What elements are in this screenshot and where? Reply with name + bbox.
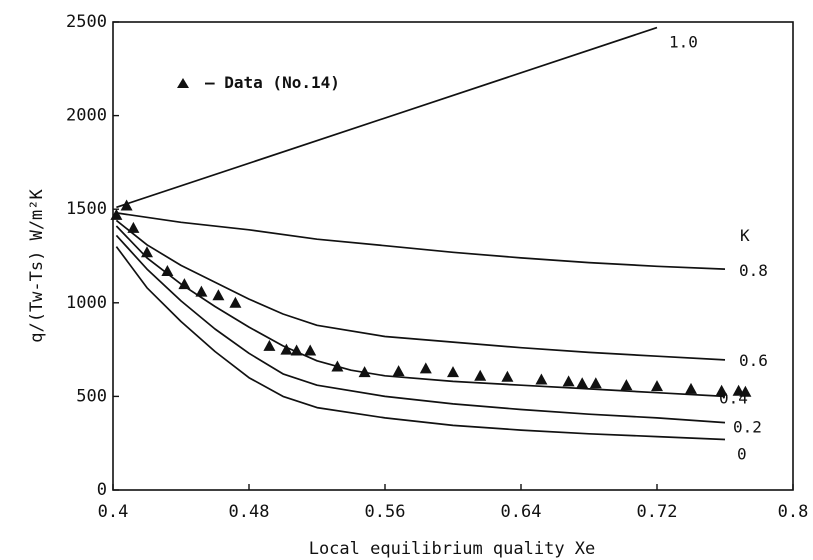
curve-label-k-0-2: 0.2 bbox=[733, 418, 762, 437]
x-tick-label: 0.8 bbox=[778, 502, 809, 522]
legend: – Data (No.14) bbox=[177, 73, 340, 92]
y-tick-label: 1000 bbox=[66, 293, 107, 313]
data-point bbox=[127, 221, 140, 233]
curve-label-k-1-0: 1.0 bbox=[669, 33, 698, 52]
data-point bbox=[620, 379, 633, 391]
data-point bbox=[229, 296, 242, 308]
data-point bbox=[110, 208, 123, 220]
curve-k-0-6 bbox=[115, 219, 726, 361]
curve-k-0-4 bbox=[115, 225, 726, 398]
data-point bbox=[501, 370, 514, 382]
data-point bbox=[535, 373, 548, 385]
curve-k-0-8 bbox=[116, 212, 726, 270]
y-tick-label: 500 bbox=[76, 386, 107, 406]
x-tick-label: 0.72 bbox=[637, 502, 678, 522]
data-point bbox=[178, 278, 191, 290]
x-tick-label: 0.4 bbox=[98, 502, 129, 522]
plot-frame bbox=[112, 21, 794, 491]
plot-area bbox=[112, 21, 794, 491]
axes: 0.4 0.48 0.56 0.64 0.72 0.8 0 500 1000 1500 2000 25… bbox=[66, 12, 808, 522]
curve-k-0-2 bbox=[115, 234, 726, 424]
data-point bbox=[474, 369, 487, 381]
curve-label-k-0-8: 0.8 bbox=[739, 261, 768, 280]
data-point bbox=[685, 382, 697, 394]
data-point bbox=[392, 365, 405, 377]
curve-k-0 bbox=[115, 246, 726, 441]
y-tick-label: 2000 bbox=[66, 106, 107, 126]
legend-triangle-marker bbox=[177, 78, 189, 88]
y-tick-label: 2500 bbox=[66, 12, 107, 32]
y-tick-label: 1500 bbox=[66, 199, 107, 219]
data-point bbox=[263, 339, 276, 351]
x-tick-label: 0.48 bbox=[229, 502, 270, 522]
y-axis-title: q/(Tw-Ts) W/m²K bbox=[27, 188, 47, 342]
curve-group-label: K bbox=[740, 226, 750, 245]
x-axis-title: Local equilibrium quality Xe bbox=[309, 539, 596, 559]
data-point bbox=[447, 366, 459, 378]
curves: 1.00.80.60.40.20 bbox=[115, 26, 768, 463]
curve-label-k-0-6: 0.6 bbox=[739, 351, 768, 370]
data-point bbox=[280, 343, 293, 355]
data-point bbox=[212, 289, 225, 301]
data-point bbox=[576, 377, 589, 389]
data-point bbox=[589, 377, 602, 389]
x-tick-label: 0.56 bbox=[365, 502, 406, 522]
data-point bbox=[739, 385, 752, 397]
data-point bbox=[141, 246, 153, 258]
curve-k-1-0 bbox=[116, 26, 658, 209]
data-point bbox=[562, 375, 575, 387]
curve-label-k-0: 0 bbox=[737, 444, 747, 463]
y-tick-label: 0 bbox=[97, 480, 107, 500]
data-point bbox=[120, 199, 133, 211]
data-point bbox=[161, 264, 174, 276]
data-point bbox=[331, 360, 344, 372]
data-point bbox=[304, 344, 317, 356]
data-point bbox=[651, 380, 663, 392]
data-point bbox=[195, 285, 208, 297]
data-point bbox=[358, 366, 371, 378]
data-point bbox=[290, 344, 303, 356]
data-point bbox=[715, 384, 728, 396]
legend-label: – Data (No.14) bbox=[205, 73, 340, 92]
x-tick-label: 0.64 bbox=[501, 502, 542, 522]
data-point bbox=[419, 362, 432, 374]
data-markers bbox=[110, 199, 752, 397]
